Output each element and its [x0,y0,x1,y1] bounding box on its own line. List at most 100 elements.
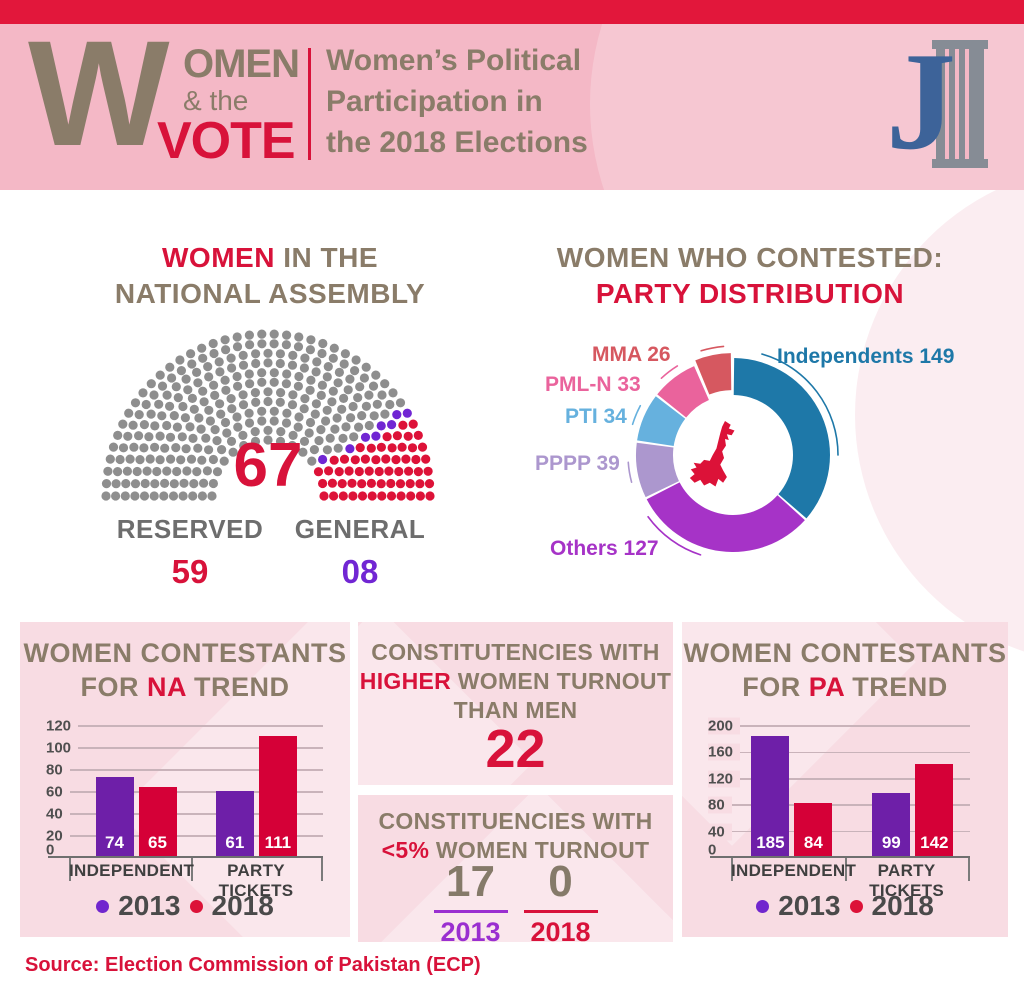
seat-dot [329,491,339,501]
na-trend-title-pre: FOR [80,672,147,702]
y-axis-label: 0 [46,841,62,859]
seat-dot [101,479,112,489]
seat-dot [424,479,435,489]
bar-2013-independent: 74 [95,776,134,858]
seat-dot [257,368,267,378]
seat-dot [221,345,231,355]
seat-dot [124,408,134,418]
assembly-legend: RESERVED 59 GENERAL 08 [105,514,445,591]
higher-turnout-value: 22 [485,719,546,779]
low-turnout-value-2018: 0 [523,857,598,913]
donut-segment-PML-N [657,366,709,418]
seat-dot [201,433,211,443]
seat-dot [227,363,237,373]
seat-dot [376,479,386,489]
seat-dot [183,385,193,395]
column-icon [932,40,988,168]
gridline [48,791,323,793]
seat-dot [269,339,279,349]
seat-dot [175,355,185,365]
page-title-line3: the 2018 Elections [326,126,588,159]
seat-dot [282,408,292,418]
seat-dot [413,430,423,440]
low-turnout-value-2013: 17 [433,857,508,913]
seat-dot [392,410,402,420]
seat-dot [232,412,242,422]
seat-dot [227,404,237,414]
seat-dot [300,353,310,363]
seat-dot [187,359,197,369]
seat-dot [321,416,331,426]
seat-dot [233,381,243,391]
gridline [710,725,970,727]
seat-dot [216,409,226,419]
seat-dot [208,454,218,465]
gridline [48,725,323,727]
seat-dot [167,373,177,383]
gridline [710,778,970,780]
higher-turnout-line2: WOMEN TURNOUT [451,668,672,694]
seat-dot [198,386,208,396]
seat-dot [357,411,367,421]
seat-dot [361,401,371,411]
seat-dot [299,436,310,446]
seat-dot [318,338,328,349]
pa-trend-legend: 2013 2018 [682,890,1008,922]
seat-dot [165,362,175,372]
seat-dot [139,491,150,501]
seat-dot [171,382,181,392]
reserved-label: RESERVED [116,514,264,544]
seat-dot [209,380,219,390]
seat-dot [396,491,406,501]
seat-dot [368,381,379,391]
seat-dot [381,454,391,464]
seat-dot [353,393,363,403]
seat-dot [329,343,339,353]
gridline [48,769,323,771]
seat-dot [354,466,364,477]
seat-dot [205,416,215,426]
assembly-legend-reserved: RESERVED 59 [105,514,275,591]
seat-dot [305,345,315,355]
seat-dot [281,340,291,350]
gridline [48,747,323,749]
seat-dot [221,385,231,395]
bar-chart-plot: 0 40 80 120 160 200 185 99 84 142 [708,717,970,859]
seat-dot [197,455,207,465]
donut-leader-PTI [631,404,642,426]
bar-2013-party-tickets: 99 [872,792,911,858]
seat-dot [222,428,232,438]
panel-na-trend: WOMEN CONTESTANTS FOR NA TREND 2013 2018… [20,622,350,937]
seat-dot [371,455,381,465]
logo-j-letter: J [888,38,956,170]
seat-dot [173,393,183,403]
seat-dot [340,349,350,359]
donut-leader-PML-N [660,365,679,380]
seat-dot [101,491,111,501]
y-axis-label: 80 [46,761,70,779]
seat-dot [134,410,144,420]
donut-segment-PTI [637,396,686,446]
seat-dot [385,399,395,410]
seat-dot [150,479,160,489]
seat-dot [162,420,172,431]
y-axis-label: 160 [708,743,741,761]
x-axis-tick [191,858,193,881]
higher-turnout-text: CONSTITUTENCIES WITH HIGHER WOMEN TURNOU… [358,638,673,725]
seat-dot [406,491,416,501]
seat-dot [250,388,260,398]
seat-dot [372,399,382,409]
seat-dot [204,445,214,455]
seat-dot [197,343,207,353]
seat-dot [402,408,412,418]
seat-dot [281,379,291,389]
seat-dot [189,479,199,489]
seat-dot [322,372,332,382]
seat-dot [208,478,218,489]
seat-dot [146,409,156,419]
seat-dot [345,374,355,384]
seat-dot [245,379,255,389]
seat-dot [364,420,374,431]
bar-value-label: 84 [803,833,823,852]
seat-dot [123,431,133,441]
